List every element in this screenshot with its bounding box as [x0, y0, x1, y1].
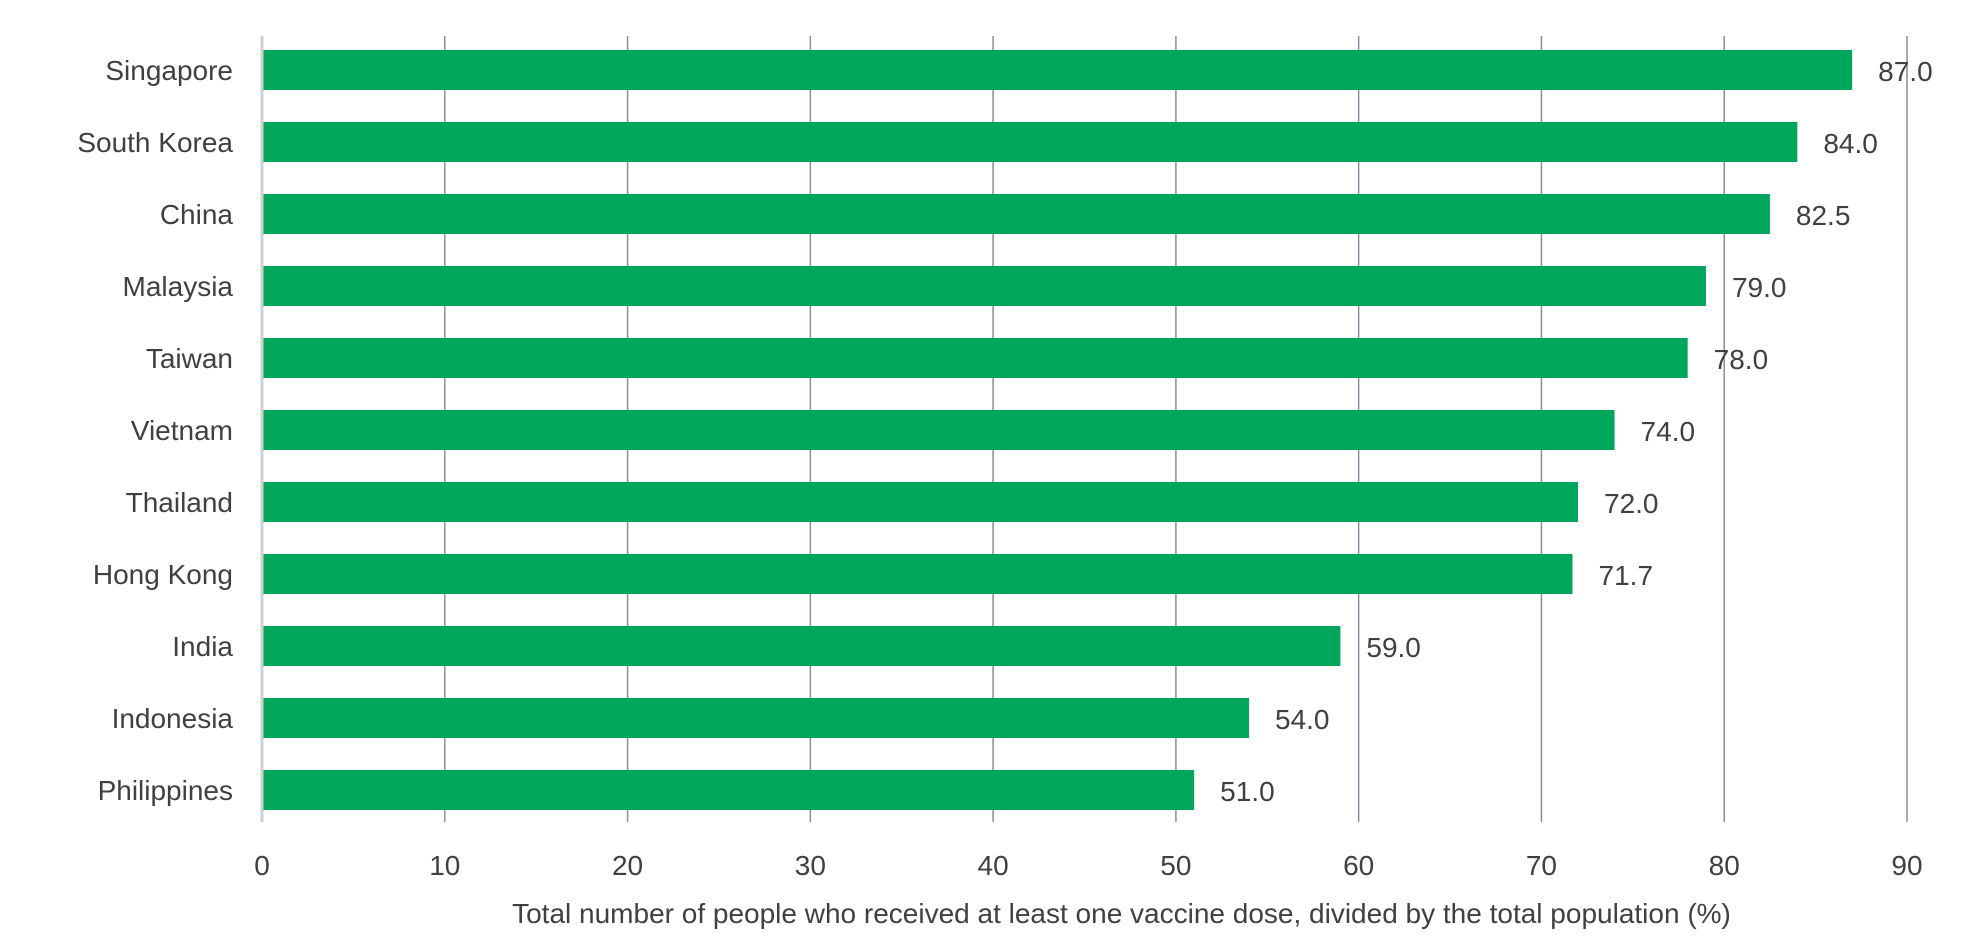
value-label: 51.0	[1220, 776, 1275, 807]
value-labels: 87.0 84.0 82.5 79.0 78.0 74.0 72.0 71.7 59.0 54.0…	[1220, 56, 1933, 807]
bar-vietnam	[263, 410, 1615, 450]
category-label: Thailand	[126, 487, 233, 518]
value-label: 78.0	[1714, 344, 1769, 375]
bar-singapore	[263, 50, 1853, 90]
category-label: Indonesia	[112, 703, 234, 734]
x-tick-labels: 0 10 20 30 40 50 60 70 80 90	[254, 850, 1922, 881]
category-label: Hong Kong	[93, 559, 233, 590]
x-axis-title: Total number of people who received at l…	[512, 898, 1731, 929]
x-tick-label: 10	[429, 850, 460, 881]
value-label: 59.0	[1366, 632, 1421, 663]
x-tick-label: 90	[1891, 850, 1922, 881]
value-label: 84.0	[1823, 128, 1878, 159]
value-label: 79.0	[1732, 272, 1787, 303]
category-label: Vietnam	[131, 415, 233, 446]
bar-malaysia	[263, 266, 1706, 306]
x-tick-label: 30	[795, 850, 826, 881]
category-label: South Korea	[77, 127, 233, 158]
bar-china	[263, 194, 1770, 234]
x-tick-label: 20	[612, 850, 643, 881]
value-label: 54.0	[1275, 704, 1330, 735]
x-tick-label: 50	[1160, 850, 1191, 881]
bar-taiwan	[263, 338, 1688, 378]
x-tick-label: 0	[254, 850, 270, 881]
category-label: India	[172, 631, 233, 662]
bar-india	[263, 626, 1341, 666]
x-tick-label: 80	[1709, 850, 1740, 881]
value-label: 87.0	[1878, 56, 1933, 87]
value-label: 82.5	[1796, 200, 1851, 231]
bar-thailand	[263, 482, 1578, 522]
category-label: Singapore	[105, 55, 233, 86]
category-label: Taiwan	[146, 343, 233, 374]
category-labels: Singapore South Korea China Malaysia Taiwan V…	[77, 55, 233, 806]
x-tick-label: 60	[1343, 850, 1374, 881]
bar-south-korea	[263, 122, 1798, 162]
bars	[263, 50, 1853, 810]
category-label: China	[160, 199, 234, 230]
value-label: 74.0	[1641, 416, 1696, 447]
value-label: 72.0	[1604, 488, 1659, 519]
value-label: 71.7	[1599, 560, 1654, 591]
category-label: Malaysia	[123, 271, 234, 302]
x-tick-label: 70	[1526, 850, 1557, 881]
bar-indonesia	[263, 698, 1249, 738]
x-tick-label: 40	[978, 850, 1009, 881]
bar-philippines	[263, 770, 1195, 810]
bar-hong-kong	[263, 554, 1573, 594]
category-label: Philippines	[98, 775, 233, 806]
